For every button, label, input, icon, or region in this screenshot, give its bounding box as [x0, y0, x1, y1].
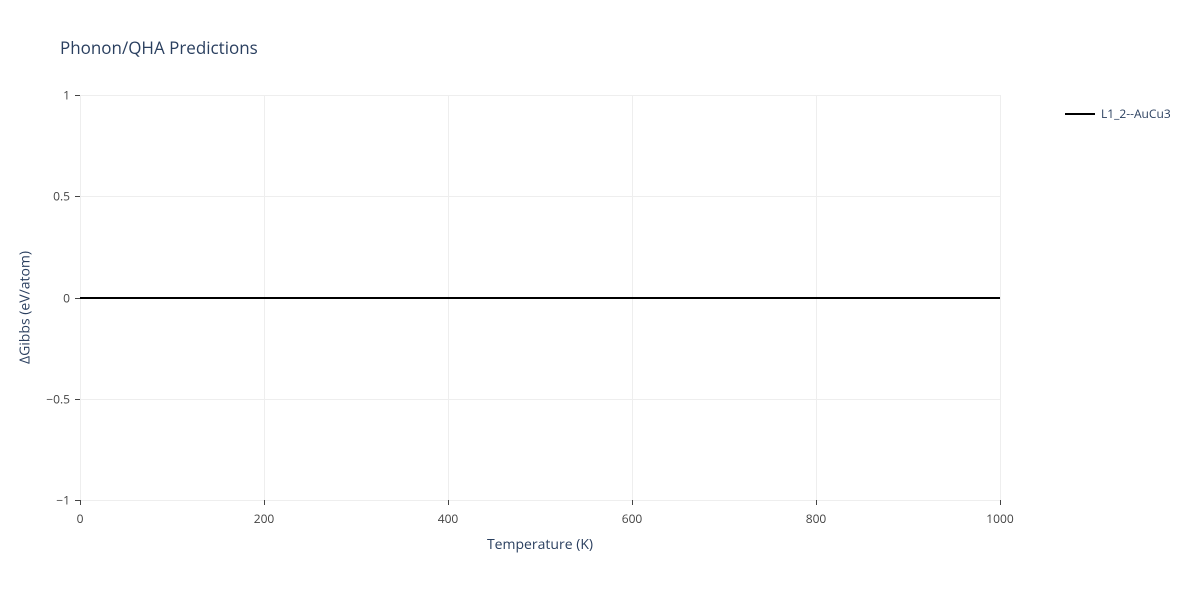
y-tick-label: −1 [56, 492, 70, 509]
gridline-y [80, 196, 1000, 197]
x-axis-label: Temperature (K) [487, 535, 593, 554]
chart-container: Phonon/QHA Predictions 0 200 400 600 800 1000… [0, 0, 1200, 600]
x-tick-mark [1000, 500, 1001, 505]
y-tick-mark [75, 196, 80, 197]
x-tick-mark [448, 500, 449, 505]
x-tick-mark [632, 500, 633, 505]
y-tick-label: 1 [63, 87, 70, 104]
x-tick-mark [80, 500, 81, 505]
y-tick-label: 0.5 [53, 188, 70, 205]
x-tick-label: 600 [622, 510, 643, 527]
series-line[interactable] [80, 297, 1000, 299]
x-tick-mark [816, 500, 817, 505]
y-axis: −1−0.500.51 [30, 95, 80, 500]
y-tick-mark [75, 500, 80, 501]
y-tick-mark [75, 399, 80, 400]
y-tick-mark [75, 95, 80, 96]
x-axis: 02004006008001000 [80, 500, 1000, 540]
gridline-x [1000, 95, 1001, 500]
chart-title: Phonon/QHA Predictions [60, 36, 258, 59]
x-tick-label: 800 [806, 510, 827, 527]
legend-label: L1_2--AuCu3 [1101, 105, 1171, 122]
x-tick-label: 200 [254, 510, 275, 527]
x-tick-label: 1000 [986, 510, 1013, 527]
x-tick-label: 400 [438, 510, 459, 527]
legend-item[interactable]: L1_2--AuCu3 [1065, 105, 1171, 122]
y-tick-label: −0.5 [46, 390, 70, 407]
gridline-y [80, 399, 1000, 400]
legend-swatch [1065, 113, 1095, 115]
x-tick-label: 0 [77, 510, 84, 527]
gridline-y [80, 95, 1000, 96]
plot-area[interactable] [80, 95, 1000, 500]
y-axis-label: ΔGibbs (eV/atom) [16, 250, 35, 363]
y-tick-mark [75, 298, 80, 299]
legend[interactable]: L1_2--AuCu3 [1065, 105, 1171, 122]
x-tick-mark [264, 500, 265, 505]
y-tick-label: 0 [63, 289, 70, 306]
